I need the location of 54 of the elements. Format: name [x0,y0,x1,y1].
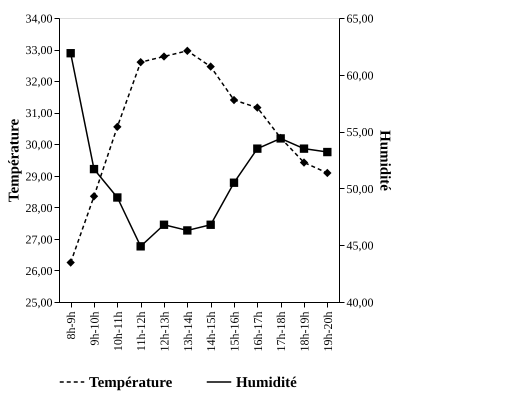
legend-label: Température [89,375,173,391]
point [90,192,98,200]
x-tick-label: 13h-14h [180,312,195,352]
point [206,220,215,229]
point [90,164,98,174]
y-tick-label: 32,00 [26,74,52,89]
y-tick-label: 30,00 [26,138,52,152]
x-tick-label: 10h-11h [110,312,125,352]
point [253,144,262,153]
point [300,144,308,153]
point [230,178,238,187]
point [66,258,75,267]
x-tick-label: 11h-12h [134,312,148,352]
point [136,58,145,66]
point [160,52,168,61]
y2-tick-label: 40,00 [346,296,374,310]
y2-tick-label: 45,00 [346,238,374,253]
point [113,193,122,202]
y2-tick-label: 60,00 [346,68,374,82]
y-tick-label: 29,00 [26,169,52,184]
x-tick-label: 18h-19h [298,312,312,352]
y-tick-label: 25,00 [26,296,52,310]
point [230,96,238,104]
x-tick-label: 14h-15h [204,312,218,352]
x-tick-label: 19h-20h [320,312,335,352]
point [300,158,308,167]
point [206,62,215,71]
y-tick-label: 26,00 [26,264,52,278]
y-tick-label: 27,00 [26,232,52,246]
x-tick-label: 8h-9h [64,312,78,340]
x-tick-label: 9h-10h [88,312,102,346]
y2-tick-label: 55,00 [346,125,374,140]
point [253,103,262,112]
x-tick-label: 12h-13h [158,312,172,352]
x-tick-label: 15h-16h [228,312,242,352]
y-tick-label: 33,00 [26,43,52,58]
point [323,168,332,178]
point [136,242,145,251]
x-tick-label: 16h-17h [250,312,265,352]
y-tick-label: 34,00 [26,12,52,26]
y-tick-label: 31,00 [26,106,52,120]
y2-tick-label: 65,00 [346,12,374,26]
y2-axis-title: Humidité [376,130,392,192]
point [183,226,192,235]
y-axis-title: Température [6,118,22,202]
point [183,46,192,55]
y-tick-label: 28,00 [26,200,52,215]
y2-tick-label: 50,00 [346,182,374,196]
point [66,49,75,58]
legend-label: Humidité [236,375,298,391]
point [113,122,122,132]
point [160,220,168,229]
x-tick-label: 17h-18h [274,312,288,352]
point [323,148,332,156]
